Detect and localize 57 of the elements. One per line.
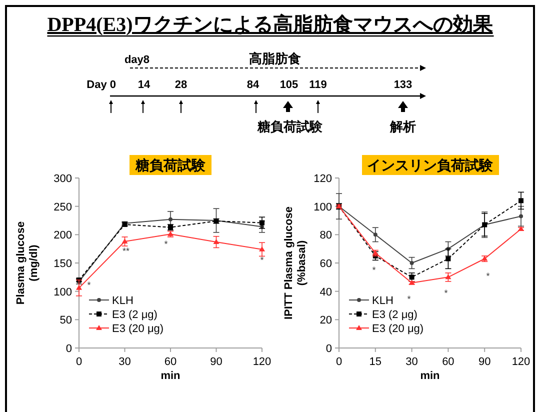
y-tick-label: 100 xyxy=(314,201,332,214)
x-tick-label: 0 xyxy=(76,356,82,368)
y-tick-label: 0 xyxy=(66,343,72,355)
x-tick-label: 120 xyxy=(252,356,272,368)
text: DPP4(E3)ワクチンによる高脂肪食マウスへの効果 xyxy=(47,13,494,36)
annotation: * xyxy=(164,239,168,249)
x-axis-title: min xyxy=(420,370,440,382)
x-tick-label: 90 xyxy=(478,356,491,368)
text: Day 0 xyxy=(86,79,116,91)
text: 糖負荷試験 xyxy=(256,119,324,134)
annotation: * xyxy=(260,255,264,265)
x-tick-label: 60 xyxy=(164,356,177,368)
x-tick-label: 60 xyxy=(442,356,454,368)
y-tick-label: 200 xyxy=(54,230,72,242)
y-tick-label: 40 xyxy=(320,286,332,298)
annotation: * xyxy=(372,265,376,275)
text: 84 xyxy=(246,79,260,91)
x-tick-label: 120 xyxy=(512,356,530,368)
y-axis-title: Plasma glucose (mg/dl) xyxy=(15,221,40,305)
annotation: * xyxy=(87,280,92,290)
text: 高脂肪食 xyxy=(249,51,301,66)
y-tick-label: 100 xyxy=(54,286,72,298)
y-tick-label: 120 xyxy=(314,173,332,185)
y-tick-label: 50 xyxy=(60,314,72,327)
text: 14 xyxy=(138,79,151,91)
x-tick-label: 90 xyxy=(210,356,222,368)
x-tick-label: 30 xyxy=(406,356,418,368)
annotation: * xyxy=(407,294,412,304)
y-tick-label: 250 xyxy=(54,201,72,214)
chart-title: 糖負荷試験 xyxy=(134,157,206,173)
text: 119 xyxy=(309,79,327,91)
text: day8 xyxy=(124,54,150,66)
annotation: ** xyxy=(122,246,130,256)
legend-label: E3 (2 μg) xyxy=(372,309,418,321)
y-tick-label: 80 xyxy=(320,230,332,242)
y-axis-title: IPITT Plasma glucose (%basal) xyxy=(283,206,308,320)
annotation: * xyxy=(444,288,448,298)
x-tick-label: 0 xyxy=(336,356,342,368)
y-tick-label: 20 xyxy=(320,314,332,327)
chart-title: インスリン負荷試験 xyxy=(367,157,494,173)
y-tick-label: 0 xyxy=(326,343,332,355)
x-axis-title: min xyxy=(160,370,181,382)
legend-label: KLH xyxy=(372,295,394,307)
legend-label: E3 (2 μg) xyxy=(112,309,158,321)
y-tick-label: 150 xyxy=(54,258,72,270)
y-tick-label: 60 xyxy=(320,258,332,270)
text: 133 xyxy=(394,79,412,91)
x-tick-label: 15 xyxy=(369,356,382,368)
x-tick-label: 30 xyxy=(118,356,131,368)
legend-label: KLH xyxy=(112,295,134,307)
text: 105 xyxy=(280,79,298,91)
annotation: * xyxy=(486,271,490,281)
text: 28 xyxy=(174,79,188,91)
legend-label: E3 (20 μg) xyxy=(372,323,424,335)
legend-label: E3 (20 μg) xyxy=(112,323,164,335)
y-tick-label: 300 xyxy=(54,173,72,185)
text: 解析 xyxy=(389,119,416,134)
